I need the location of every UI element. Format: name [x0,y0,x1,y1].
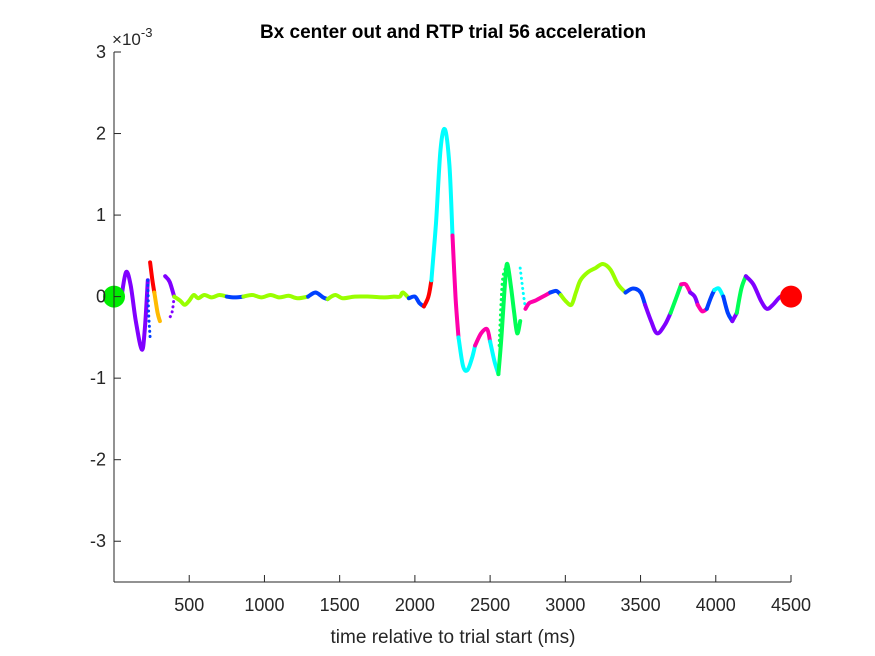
series-segment-7 [224,294,246,300]
series-segment-31 [712,286,726,299]
x-tick-label: 1000 [244,595,284,615]
series-segment-1 [146,278,152,339]
y-tick-label: -3 [90,531,106,551]
series-segment-4 [163,274,177,299]
series-segment-35 [743,274,789,311]
y-scale-prefix: × [112,30,122,49]
x-tick-label: 2000 [395,595,435,615]
y-tick-label: 2 [96,124,106,144]
series-segment-18 [496,261,523,377]
axes [113,52,791,583]
y-ticks: -3 -2 -1 0 1 2 3 [90,42,121,551]
chart-title: Bx center out and RTP trial 56 accelerat… [260,22,646,43]
y-tick-label: 3 [96,42,106,62]
y-tick-label: 0 [96,287,106,307]
series-segment-8 [241,292,311,301]
series-segment-10 [325,290,411,302]
series-segment-25 [643,302,673,336]
series-segment-3 [152,290,162,324]
series-segment-14 [450,233,461,340]
series-segment-21 [523,290,553,311]
series-segment-11 [406,294,426,309]
series-segment-13 [429,126,455,283]
series-segment-0 [119,269,150,352]
series-segment-20 [518,266,527,311]
series-segment-2 [148,260,157,295]
series-segment-34 [734,274,748,315]
y-scale-base: 10 [122,30,141,49]
y-tick-label: 1 [96,205,106,225]
x-tick-label: 1500 [320,595,360,615]
series-segment-23 [558,262,628,308]
x-tick-label: 4000 [696,595,736,615]
x-tick-label: 2500 [470,595,510,615]
series-segment-16 [473,326,493,348]
series-segment-12 [421,278,434,309]
series-segment-6 [172,292,229,307]
x-tick-label: 3500 [621,595,661,615]
series-segment-26 [668,282,684,315]
x-tick-label: 500 [174,595,204,615]
plot-area [103,126,802,377]
y-scale-power: -3 [141,25,153,40]
y-tick-label: -2 [90,450,106,470]
series-segment-5 [166,295,176,321]
series-segment-19 [497,266,507,347]
y-tick-label: -1 [90,368,106,388]
series-segment-27 [679,281,693,295]
series-segment-32 [721,294,735,324]
series-segment-9 [306,290,330,302]
end-marker [780,285,802,308]
series-segment-15 [456,335,478,373]
x-axis-label: time relative to trial start (ms) [331,627,576,648]
x-ticks: 500 1000 1500 2000 2500 3000 3500 4000 4500 [174,575,811,615]
y-scale-exponent: ×10-3 [112,25,152,49]
x-tick-label: 4500 [771,595,811,615]
series-segment-30 [704,288,717,311]
series-segment-24 [623,286,648,307]
x-tick-label: 3000 [545,595,585,615]
series-segment-28 [688,290,700,307]
svg-text:×10-3: ×10-3 [112,25,152,49]
